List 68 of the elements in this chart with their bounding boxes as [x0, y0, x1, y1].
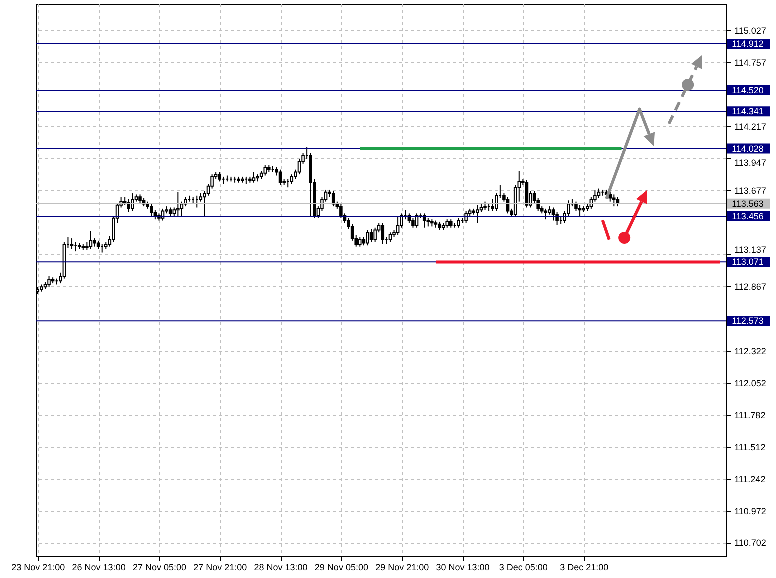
- x-tick-label: 3 Dec 21:00: [560, 562, 609, 572]
- y-tick-label: 113.677: [734, 186, 766, 196]
- candlestick: [552, 207, 556, 222]
- candlestick: [176, 192, 180, 218]
- y-tick-label: 113.137: [734, 244, 766, 255]
- candlestick: [278, 169, 282, 186]
- candlestick: [252, 172, 256, 184]
- candlestick: [464, 210, 468, 224]
- candlestick: [48, 276, 51, 288]
- candlestick: [370, 228, 374, 243]
- y-tick-label: 111.512: [734, 442, 766, 452]
- candlestick: [578, 204, 582, 217]
- ref-line-label: 113.456: [732, 212, 764, 222]
- candlestick: [381, 222, 385, 245]
- candlestick: [476, 204, 480, 224]
- y-tick-label: 112.867: [734, 282, 766, 292]
- y-tick-label: 111.242: [734, 474, 766, 484]
- candlestick: [127, 198, 131, 213]
- candlestick: [366, 230, 370, 246]
- candlestick: [374, 227, 377, 243]
- candlestick: [412, 218, 415, 228]
- y-tick-label: 110.972: [734, 506, 766, 516]
- candlestick: [597, 188, 601, 199]
- candlestick: [396, 216, 400, 236]
- candlestick: [70, 238, 74, 250]
- candlestick: [491, 198, 494, 212]
- ref-line-label: 114.912: [732, 39, 764, 50]
- y-tick-label: 115.027: [734, 26, 766, 36]
- x-tick-label: 27 Nov 05:00: [132, 562, 186, 572]
- ref-line-label: 113.563: [732, 198, 764, 209]
- y-tick-label: 113.947: [734, 158, 766, 168]
- candlestick: [218, 172, 222, 182]
- ref-line-label: 114.341: [732, 106, 764, 117]
- candlestick: [89, 230, 93, 250]
- y-tick-label: 111.782: [734, 410, 766, 420]
- x-tick-label: 29 Nov 21:00: [376, 562, 430, 572]
- candlestick: [608, 192, 612, 202]
- candlestick: [616, 196, 620, 208]
- candlestick: [574, 201, 578, 212]
- candlestick: [298, 158, 302, 176]
- candlestick: [290, 174, 294, 185]
- x-tick-label: 26 Nov 13:00: [72, 562, 126, 572]
- y-tick-label: 110.702: [734, 538, 766, 548]
- candlestick: [131, 193, 134, 212]
- candlestick: [612, 194, 616, 208]
- x-tick-label: 30 Nov 13:00: [436, 562, 490, 572]
- candlestick: [358, 236, 362, 248]
- y-tick-label: 112.322: [734, 346, 766, 356]
- x-tick-label: 29 Nov 05:00: [314, 562, 368, 572]
- candlestick: [168, 207, 172, 218]
- x-tick-label: 27 Nov 21:00: [194, 562, 248, 572]
- x-tick-label: 28 Nov 13:00: [254, 562, 308, 572]
- y-tick-label: 114.757: [734, 58, 766, 68]
- ref-line-label: 113.071: [732, 257, 764, 268]
- candlestick: [544, 208, 548, 220]
- candlestick: [340, 204, 343, 219]
- candlestick: [457, 218, 460, 228]
- ref-line-label: 114.520: [732, 85, 764, 96]
- y-tick-label: 112.052: [734, 378, 766, 388]
- ref-line-label: 112.573: [732, 316, 764, 326]
- candlestick: [556, 212, 559, 226]
- x-tick-label: 3 Dec 05:00: [499, 562, 548, 572]
- candlestick: [264, 164, 268, 176]
- x-tick-label: 23 Nov 21:00: [12, 562, 66, 572]
- ref-line-label: 114.028: [732, 144, 764, 154]
- y-tick-label: 114.217: [734, 122, 766, 132]
- candlestick: [150, 204, 154, 217]
- candlestick: [388, 232, 392, 243]
